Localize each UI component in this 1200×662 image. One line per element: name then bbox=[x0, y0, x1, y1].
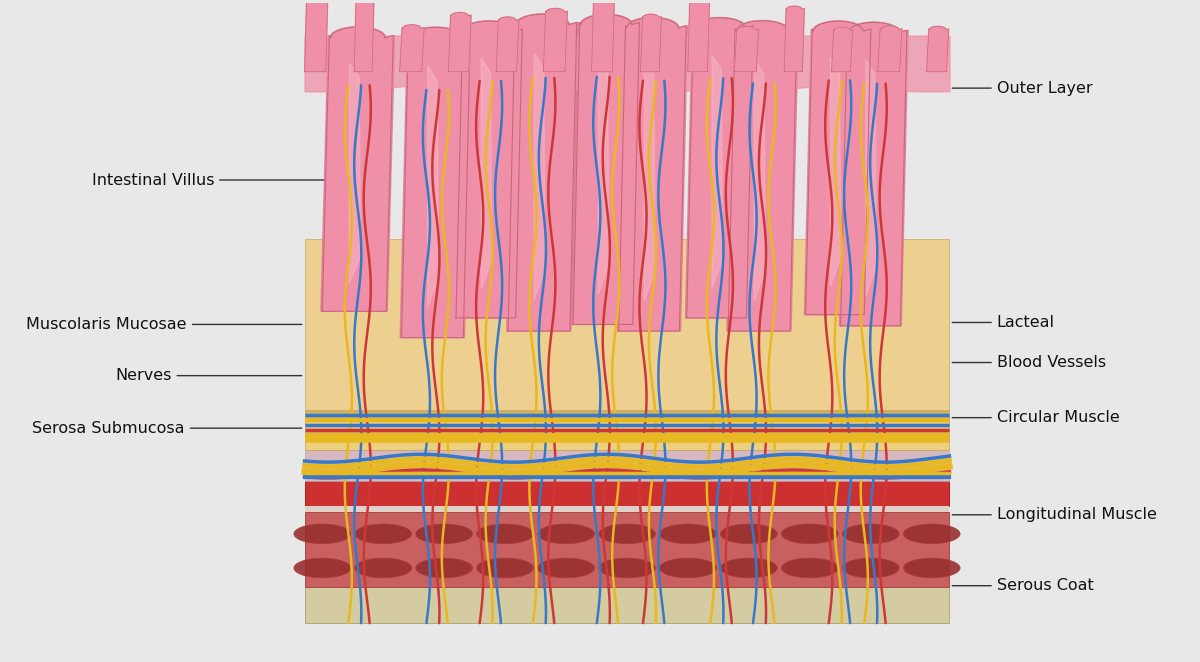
Bar bbox=[305, 420, 949, 430]
Polygon shape bbox=[544, 9, 568, 71]
Polygon shape bbox=[572, 14, 641, 324]
Bar bbox=[305, 587, 949, 623]
Polygon shape bbox=[877, 26, 902, 71]
Text: Circular Muscle: Circular Muscle bbox=[953, 410, 1120, 425]
Ellipse shape bbox=[904, 558, 960, 578]
Ellipse shape bbox=[294, 558, 350, 578]
Polygon shape bbox=[644, 56, 655, 301]
Ellipse shape bbox=[355, 558, 412, 578]
Polygon shape bbox=[323, 27, 394, 311]
Polygon shape bbox=[617, 17, 688, 331]
Polygon shape bbox=[728, 21, 797, 331]
Polygon shape bbox=[449, 13, 472, 71]
Polygon shape bbox=[841, 23, 907, 326]
Polygon shape bbox=[832, 27, 852, 71]
Polygon shape bbox=[685, 17, 755, 318]
Ellipse shape bbox=[720, 524, 778, 544]
Text: Serous Coat: Serous Coat bbox=[953, 578, 1093, 593]
Ellipse shape bbox=[660, 524, 716, 544]
Polygon shape bbox=[805, 21, 871, 314]
Bar bbox=[305, 512, 949, 587]
Polygon shape bbox=[456, 21, 522, 318]
Polygon shape bbox=[599, 53, 608, 294]
Polygon shape bbox=[506, 14, 578, 331]
Polygon shape bbox=[734, 26, 758, 71]
Polygon shape bbox=[804, 21, 872, 314]
Polygon shape bbox=[455, 21, 523, 318]
Polygon shape bbox=[534, 54, 545, 300]
Polygon shape bbox=[839, 22, 908, 326]
Polygon shape bbox=[349, 63, 361, 284]
Ellipse shape bbox=[904, 524, 960, 544]
Ellipse shape bbox=[660, 558, 716, 578]
Text: Longitudinal Muscle: Longitudinal Muscle bbox=[953, 507, 1157, 522]
Ellipse shape bbox=[720, 558, 778, 578]
Bar bbox=[305, 440, 949, 449]
Text: Muscolaris Mucosae: Muscolaris Mucosae bbox=[26, 317, 301, 332]
Polygon shape bbox=[865, 60, 876, 296]
Bar bbox=[305, 430, 949, 440]
Ellipse shape bbox=[476, 558, 534, 578]
Text: Nerves: Nerves bbox=[115, 368, 301, 383]
Bar bbox=[305, 449, 949, 481]
Polygon shape bbox=[508, 15, 577, 331]
Ellipse shape bbox=[599, 558, 655, 578]
Polygon shape bbox=[755, 59, 766, 301]
Polygon shape bbox=[305, 0, 328, 71]
Polygon shape bbox=[784, 6, 804, 71]
Polygon shape bbox=[619, 18, 686, 331]
Ellipse shape bbox=[294, 524, 350, 544]
Polygon shape bbox=[574, 15, 640, 324]
Polygon shape bbox=[427, 66, 439, 307]
Ellipse shape bbox=[415, 558, 473, 578]
Polygon shape bbox=[401, 27, 472, 338]
Polygon shape bbox=[926, 26, 949, 71]
Ellipse shape bbox=[476, 524, 534, 544]
Polygon shape bbox=[592, 0, 614, 71]
Ellipse shape bbox=[538, 524, 594, 544]
Polygon shape bbox=[354, 0, 374, 71]
Polygon shape bbox=[686, 18, 754, 318]
Polygon shape bbox=[641, 15, 661, 71]
Polygon shape bbox=[712, 55, 722, 289]
Bar bbox=[305, 506, 949, 512]
Polygon shape bbox=[496, 17, 518, 71]
Ellipse shape bbox=[781, 524, 839, 544]
Ellipse shape bbox=[842, 558, 899, 578]
Polygon shape bbox=[688, 0, 709, 71]
Polygon shape bbox=[400, 24, 425, 71]
Ellipse shape bbox=[538, 558, 594, 578]
Ellipse shape bbox=[415, 524, 473, 544]
Ellipse shape bbox=[599, 524, 655, 544]
Polygon shape bbox=[402, 27, 470, 338]
Ellipse shape bbox=[355, 524, 412, 544]
Text: Lacteal: Lacteal bbox=[953, 315, 1055, 330]
Bar bbox=[305, 481, 949, 506]
Ellipse shape bbox=[842, 524, 899, 544]
Text: Outer Layer: Outer Layer bbox=[953, 81, 1092, 95]
Polygon shape bbox=[727, 21, 798, 331]
Polygon shape bbox=[830, 58, 841, 286]
Text: Blood Vessels: Blood Vessels bbox=[953, 355, 1106, 370]
Bar bbox=[305, 410, 949, 420]
Ellipse shape bbox=[781, 558, 839, 578]
Text: Intestinal Villus: Intestinal Villus bbox=[91, 173, 337, 187]
Text: Serosa Submucosa: Serosa Submucosa bbox=[32, 420, 301, 436]
Polygon shape bbox=[481, 58, 492, 289]
Polygon shape bbox=[320, 26, 395, 311]
Bar bbox=[305, 239, 949, 410]
